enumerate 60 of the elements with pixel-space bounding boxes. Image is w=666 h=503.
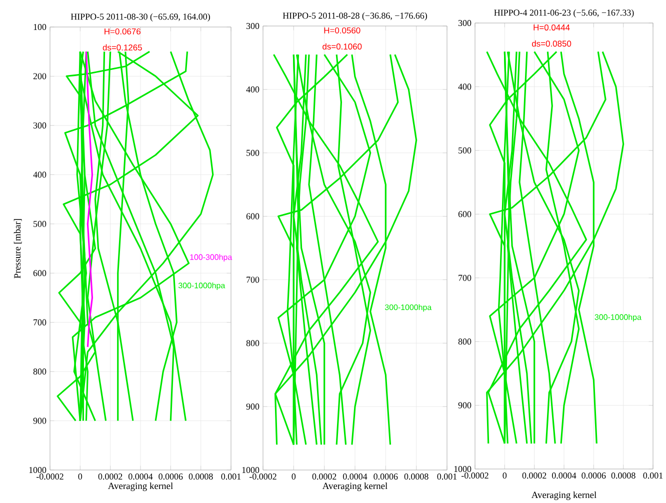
y-tick-label: 400 <box>33 172 46 178</box>
x-tick-label: -0.0002 <box>250 474 276 480</box>
chart-title: HIPPO-4 2011-06-23 (−5.66, −167.33) <box>494 9 634 18</box>
annotation: H=0.0560 <box>324 27 360 34</box>
x-tick-label: -0.0002 <box>462 472 488 479</box>
annotation: ds=0.0850 <box>532 40 572 47</box>
x-tick-label: 0.001 <box>437 474 457 480</box>
x-tick-label: 0.0002 <box>522 472 546 479</box>
x-tick-label: 0.0008 <box>188 474 213 480</box>
x-axis-title: Averaging kernel <box>108 482 173 492</box>
y-tick-label: 800 <box>33 368 46 375</box>
y-tick-label: 400 <box>458 84 472 90</box>
x-tick-label: 0.0006 <box>374 474 398 480</box>
annotation: H=0.0676 <box>104 28 141 34</box>
x-tick-label: 0.0006 <box>158 474 183 480</box>
y-tick-label: 1000 <box>242 466 260 474</box>
y-tick-label: 1000 <box>29 466 46 474</box>
y-tick-label: 300 <box>246 22 260 30</box>
x-tick-label: 0.0002 <box>312 474 336 480</box>
y-tick-label: 700 <box>34 319 46 326</box>
annotation: H=0.0444 <box>534 24 570 30</box>
y-tick-label: 500 <box>246 150 260 156</box>
chart-title: HIPPO-5 2011-08-28 (−36.86, −176.66) <box>282 12 427 21</box>
x-tick-label: 0.0008 <box>404 474 428 480</box>
y-tick-label: 300 <box>33 122 46 128</box>
y-tick-label: 200 <box>33 73 46 80</box>
chart-title: HIPPO-5 2011-08-30 (−65.69, 164.00) <box>70 13 210 22</box>
x-axis-title: Averaging kernel <box>322 482 388 492</box>
y-tick-label: 800 <box>246 340 260 346</box>
x-tick-label: 0.0004 <box>552 472 576 479</box>
y-tick-label: 500 <box>458 147 472 154</box>
y-tick-label: 100 <box>34 24 46 30</box>
x-tick-label: -0.0002 <box>36 474 64 480</box>
x-tick-label: 0.0004 <box>343 474 368 480</box>
x-tick-label: 0 <box>292 474 296 480</box>
annotation: ds=0.1060 <box>322 43 362 50</box>
y-tick-label: 600 <box>246 213 260 220</box>
y-tick-label: 900 <box>33 418 46 424</box>
x-tick-label: 0.0008 <box>611 472 636 479</box>
y-tick-label: 1000 <box>454 466 472 472</box>
y-tick-label: 800 <box>458 338 472 345</box>
y-tick-label: 600 <box>458 211 472 218</box>
y-tick-label: 700 <box>246 276 260 283</box>
y-tick-label: 500 <box>34 220 46 227</box>
annotation: ds=0.1265 <box>102 44 142 50</box>
x-tick-label: 0.0004 <box>128 474 153 480</box>
y-tick-label: 300 <box>458 20 472 26</box>
x-tick-label: 0 <box>502 472 507 479</box>
x-tick-label: 0 <box>78 474 82 480</box>
y-axis-title: Pressure [mbar] <box>14 219 22 278</box>
y-tick-label: 400 <box>246 86 260 92</box>
y-tick-label: 700 <box>458 274 472 281</box>
y-tick-label: 900 <box>246 404 260 410</box>
x-tick-label: 0.001 <box>221 474 241 480</box>
x-tick-label: 0.001 <box>643 472 663 479</box>
x-axis-title: Averaging kernel <box>531 491 596 500</box>
y-tick-label: 900 <box>458 402 472 408</box>
x-tick-label: 0.0002 <box>98 474 122 480</box>
y-tick-label: 600 <box>33 270 46 276</box>
x-tick-label: 0.0006 <box>582 472 606 479</box>
